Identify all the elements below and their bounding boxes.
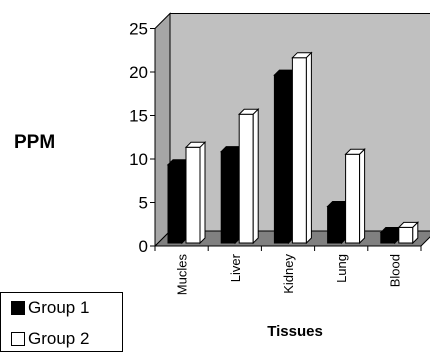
bar-lung-group-2 (344, 148, 366, 245)
bar-blood-group-2 (397, 221, 420, 245)
legend-label-group-2: Group 2 (28, 329, 90, 348)
bar-liver-group-2 (237, 108, 260, 245)
legend-item-group-2: Group 2 (11, 329, 89, 349)
y-axis-ticks: 0 5 10 15 20 25 (129, 20, 155, 256)
bar-mucles-group-1 (166, 158, 189, 245)
y-tick-label: 10 (129, 150, 148, 169)
legend-swatch-group-1 (11, 301, 25, 315)
y-tick-label: 5 (139, 194, 148, 213)
bar-kidney-group-2 (291, 51, 313, 245)
category-label-blood: Blood (387, 254, 402, 287)
bar-kidney-group-1 (273, 68, 295, 245)
category-label-mucles: Mucles (175, 254, 190, 296)
bar-mucles-group-2 (184, 141, 207, 245)
x-axis-title: Tissues (267, 323, 323, 340)
category-label-liver: Liver (228, 253, 243, 282)
bar-lung-group-1 (326, 200, 348, 245)
y-tick-label: 20 (129, 63, 148, 82)
legend: Group 1 Group 2 (0, 292, 123, 352)
legend-item-group-1: Group 1 (11, 298, 89, 318)
legend-label-group-1: Group 1 (28, 298, 90, 317)
x-axis-categories: Mucles Liver Kidney Lung Blood (175, 253, 403, 295)
y-tick-label: 25 (129, 20, 148, 39)
y-tick-label: 15 (129, 107, 148, 126)
bar-liver-group-1 (219, 145, 242, 245)
y-tick-label: 0 (139, 237, 148, 256)
bar-chart: 0 5 10 15 20 25 Mucles Liver Kidney Lung Blood PP… (14, 12, 430, 340)
y-axis-title: PPM (14, 132, 55, 153)
category-label-kidney: Kidney (281, 254, 296, 294)
bar-blood-group-1 (379, 226, 402, 245)
legend-swatch-group-2 (11, 332, 25, 346)
bars (154, 51, 422, 251)
category-label-lung: Lung (334, 254, 349, 283)
